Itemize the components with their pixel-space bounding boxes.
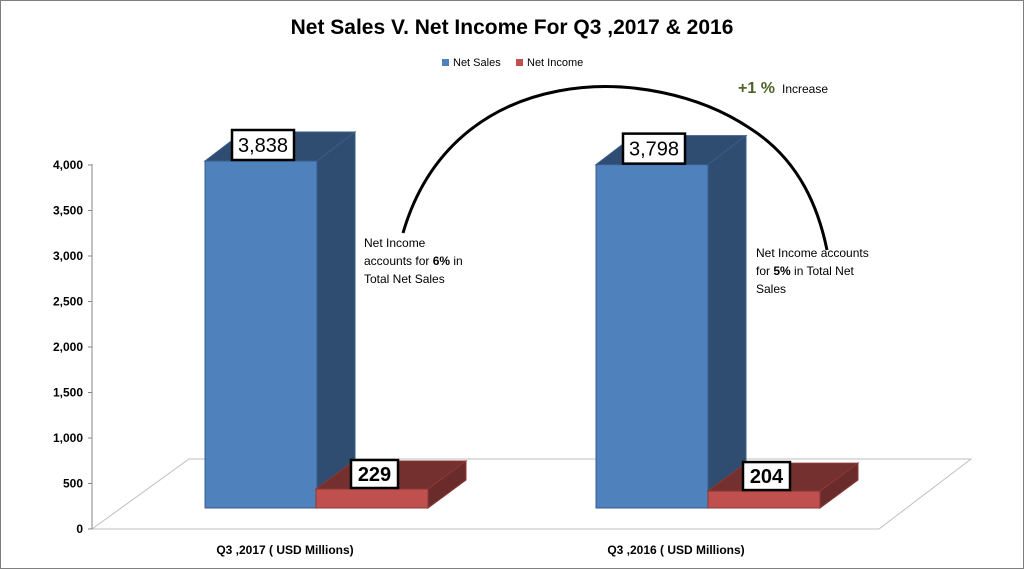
note-2017-line1: Net Income bbox=[364, 236, 426, 250]
note-2017-line2: accounts for 6% in bbox=[364, 254, 463, 268]
chart-title: Net Sales V. Net Income For Q3 ,2017 & 2… bbox=[291, 16, 734, 39]
net-sales-bar-side bbox=[316, 130, 356, 510]
legend-label-net-income: Net Income bbox=[527, 57, 583, 69]
net-income-bar bbox=[315, 488, 429, 509]
x-category-label-2017: Q3 ,2017 ( USD Millions) bbox=[216, 543, 353, 557]
legend-swatch-net-income bbox=[516, 59, 523, 66]
annotation-note-2016: Net Income accounts for 5% in Total Net … bbox=[756, 246, 869, 296]
note-2016-line1: Net Income accounts bbox=[756, 246, 869, 260]
annotation-note-2017: Net Income accounts for 6% in Total Net … bbox=[364, 236, 463, 286]
note-2017-percent: 6% bbox=[433, 254, 451, 268]
net-sales-bar-side bbox=[707, 134, 747, 510]
increase-arc bbox=[401, 85, 829, 251]
net-income-data-label-box bbox=[349, 458, 400, 490]
y-tick-label: 1,500 bbox=[53, 386, 83, 400]
y-tick-label: 500 bbox=[63, 477, 83, 491]
net-income-data-label-box bbox=[741, 460, 792, 492]
y-tick-label: 2,000 bbox=[53, 340, 83, 354]
net-income-bar bbox=[707, 490, 821, 509]
net-sales-data-label: 3,798 bbox=[629, 139, 679, 161]
legend-swatch-net-sales bbox=[442, 59, 449, 66]
bars: 3,838 229 3,798 204 bbox=[203, 128, 860, 510]
increase-value: +1 % bbox=[738, 80, 775, 97]
net-sales-data-label: 3,838 bbox=[238, 135, 288, 157]
y-tick-label: 2,500 bbox=[53, 295, 83, 309]
chart-floor bbox=[90, 458, 973, 530]
note-2016-line2: for 5% in Total Net bbox=[756, 264, 855, 278]
net-sales-data-label-box bbox=[621, 132, 687, 165]
legend: Net Sales Net Income bbox=[442, 57, 583, 69]
note-2016-line2c: in Total Net bbox=[791, 264, 855, 278]
x-category-label-2016: Q3 ,2016 ( USD Millions) bbox=[607, 543, 744, 557]
y-tick-label: 3,000 bbox=[53, 249, 83, 263]
increase-label: Increase bbox=[782, 82, 828, 96]
y-tick-label: 1,000 bbox=[53, 431, 83, 445]
y-tick-label: 4,000 bbox=[53, 158, 83, 172]
net-income-data-label: 204 bbox=[750, 466, 784, 488]
note-2016-line3: Sales bbox=[756, 282, 786, 296]
legend-label-net-sales: Net Sales bbox=[453, 57, 501, 69]
y-tick-label: 0 bbox=[76, 522, 83, 536]
note-2017-line3: Total Net Sales bbox=[364, 272, 445, 286]
note-2016-percent: 5% bbox=[773, 264, 791, 278]
net-sales-data-label-box bbox=[230, 128, 296, 162]
y-tick-label: 3,500 bbox=[53, 204, 83, 218]
note-2017-line2a: accounts for bbox=[364, 254, 433, 268]
net-sales-bar bbox=[595, 164, 709, 509]
note-2016-line2a: for bbox=[756, 264, 773, 278]
net-income-data-label: 229 bbox=[358, 464, 391, 486]
y-axis-ticks: 0 500 1,000 1,500 2,000 2,500 3,000 3,500 4,000 bbox=[53, 158, 92, 536]
note-2017-line2c: in bbox=[450, 254, 463, 268]
net-sales-bar bbox=[204, 160, 318, 509]
